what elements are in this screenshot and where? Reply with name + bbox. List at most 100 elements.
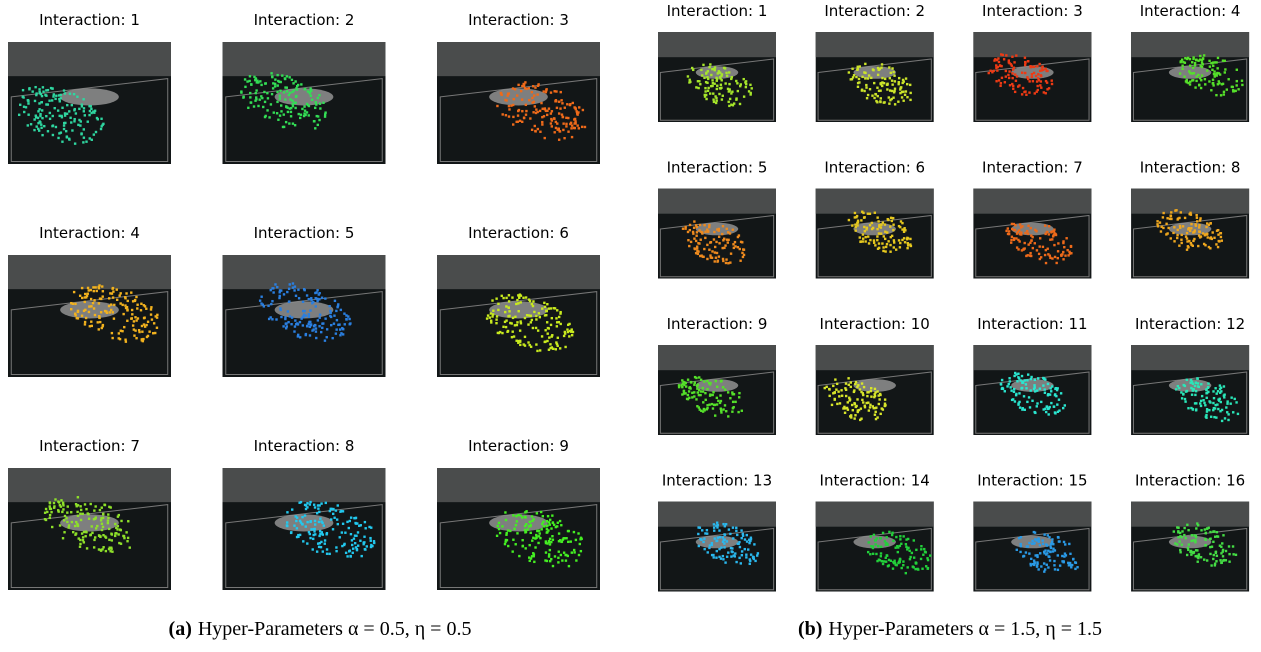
point [331, 337, 333, 339]
point [1024, 64, 1026, 66]
point [874, 414, 876, 416]
point [1033, 561, 1035, 563]
panel-image [223, 468, 386, 590]
image-top [816, 32, 934, 57]
point [1062, 407, 1064, 409]
point [909, 558, 911, 560]
point [337, 523, 339, 525]
point [47, 103, 49, 105]
point [906, 96, 908, 98]
point [683, 390, 685, 392]
point [1191, 534, 1193, 536]
point [1019, 379, 1021, 381]
point [694, 376, 696, 378]
point [1042, 69, 1044, 71]
caption: (b)Hyper-Parameters α = 1.5, η = 1.5 [798, 618, 1102, 640]
point [113, 317, 115, 319]
point [318, 521, 320, 523]
point [1026, 401, 1028, 403]
point [1170, 218, 1172, 220]
point [49, 112, 51, 114]
point [730, 555, 732, 557]
point [540, 528, 542, 530]
panel-image [437, 42, 600, 164]
point [1227, 78, 1229, 80]
point [1019, 551, 1021, 553]
point [551, 119, 553, 121]
point [881, 242, 883, 244]
point [335, 328, 337, 330]
point [573, 551, 575, 553]
point [850, 381, 852, 383]
point [731, 550, 733, 552]
point [539, 349, 541, 351]
panel-title: Interaction: 8 [1140, 159, 1241, 177]
point [62, 504, 64, 506]
point [511, 336, 513, 338]
point [1237, 413, 1239, 415]
point [282, 325, 284, 327]
point [862, 401, 864, 403]
point [286, 107, 288, 109]
point [732, 401, 734, 403]
point [321, 531, 323, 533]
point [735, 561, 737, 563]
point [567, 541, 569, 543]
point [838, 395, 840, 397]
point [350, 533, 352, 535]
point [366, 545, 368, 547]
point [551, 334, 553, 336]
point [66, 136, 68, 138]
panel-title: Interaction: 1 [39, 11, 140, 29]
point [883, 82, 885, 84]
point [539, 532, 541, 534]
point [558, 551, 560, 553]
point [90, 320, 92, 322]
point [93, 290, 95, 292]
point [859, 388, 861, 390]
point [1226, 411, 1228, 413]
point [847, 377, 849, 379]
point [521, 121, 523, 123]
panel-title: Interaction: 8 [254, 437, 355, 455]
point [1198, 84, 1200, 86]
point [260, 84, 262, 86]
point [1027, 78, 1029, 80]
point [255, 89, 257, 91]
point [22, 89, 24, 91]
point [524, 511, 526, 513]
point [520, 322, 522, 324]
point [915, 549, 917, 551]
point [899, 87, 901, 89]
point [1206, 222, 1208, 224]
point [1160, 230, 1162, 232]
point [745, 556, 747, 558]
point [692, 232, 694, 234]
point [899, 561, 901, 563]
point [706, 388, 708, 390]
panel-title: Interaction: 7 [39, 437, 140, 455]
point [57, 109, 59, 111]
point [254, 100, 256, 102]
caption-label: (b) [798, 618, 822, 640]
point [267, 305, 269, 307]
point [926, 557, 928, 559]
point [291, 316, 293, 318]
point [1047, 408, 1049, 410]
point [27, 100, 29, 102]
point [859, 241, 861, 243]
point [718, 93, 720, 95]
point [1051, 79, 1053, 81]
point [541, 523, 543, 525]
point [274, 283, 276, 285]
point [1223, 396, 1225, 398]
point [1160, 226, 1162, 228]
point [1199, 217, 1201, 219]
point [313, 120, 315, 122]
point [988, 72, 990, 74]
point [531, 101, 533, 103]
point [264, 101, 266, 103]
point [118, 514, 120, 516]
panel-title: Interaction: 14 [820, 472, 930, 490]
point [720, 84, 722, 86]
